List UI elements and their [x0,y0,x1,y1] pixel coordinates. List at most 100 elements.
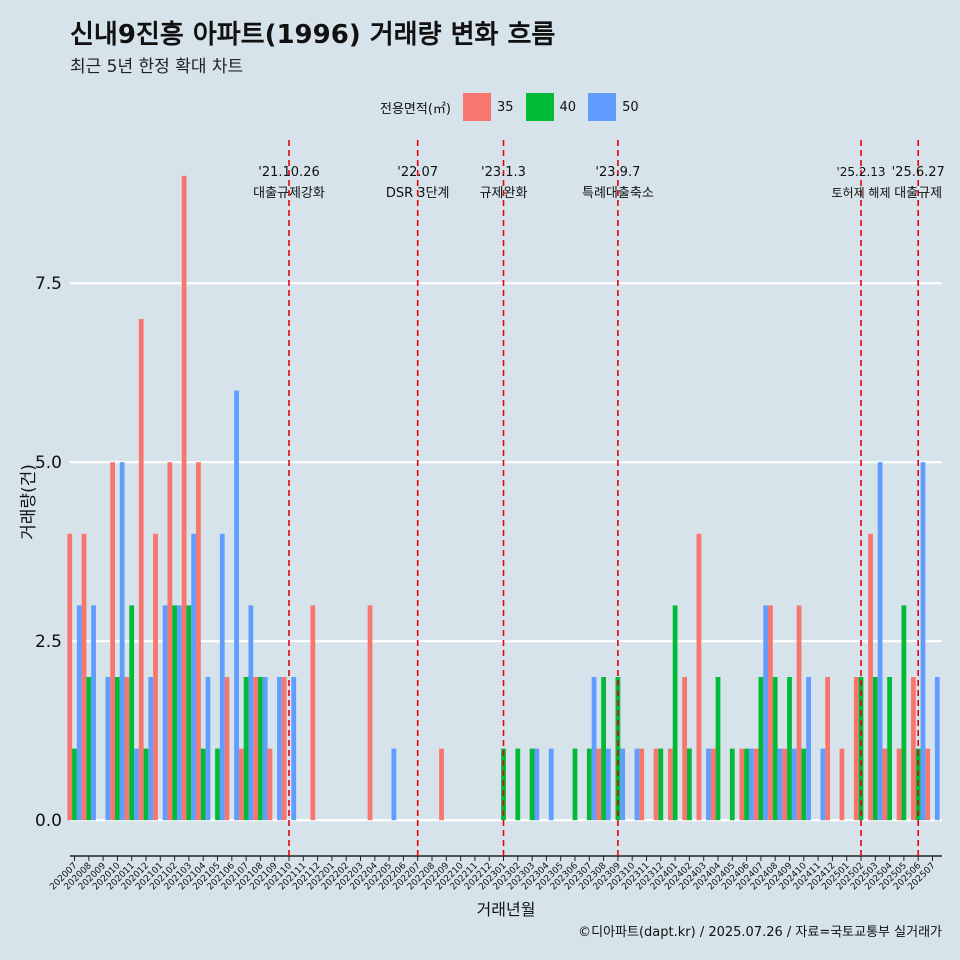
bar-40-202104 [200,748,206,821]
legend-swatch-40 [525,93,554,121]
bar-50-202310 [634,748,640,821]
bar-35-202107 [238,748,244,821]
bar-50-202012 [148,677,154,821]
bar-35-202406 [739,748,745,821]
bar-40-202402 [687,748,692,821]
bar-40-202103 [186,605,192,821]
annotation-date-202502: '25.2.13 [836,165,885,179]
bar-40-202406 [744,748,749,821]
bar-40-202401 [672,605,678,821]
bar-40-202502 [858,677,864,821]
bar-50-202507 [934,677,940,821]
chart-title: 신내9진흥 아파트(1996) 거래량 변화 흐름 [70,20,556,50]
bar-40-202405 [729,748,735,821]
bar-35-202401 [667,748,673,821]
bar-35-202412 [825,677,831,821]
bar-40-202306 [572,748,578,821]
bar-35-202503 [868,533,873,821]
bar-50-202101 [162,605,168,821]
bar-40-202105 [215,748,220,821]
bar-40-202303 [529,748,535,821]
bar-50-202110 [291,677,297,821]
bar-40-202503 [872,677,878,821]
bar-35-202109 [267,748,273,821]
annotation-label-202506: 대출규제 [894,186,942,201]
bar-35-202108 [253,677,259,821]
bar-35-202504 [882,748,888,821]
bar-35-202010 [110,462,116,821]
bar-50-202108 [262,677,268,821]
bar-40-202012 [143,748,149,821]
bar-50-202309 [620,748,626,821]
bar-40-202309 [615,677,621,821]
bar-35-202102 [167,462,173,821]
bar-35-202312 [653,748,659,821]
bar-35-202507 [925,748,931,821]
annotation-date-202301: '23.1.3 [481,165,526,180]
legend-label-50: 50 [622,99,639,115]
chart-subtitle: 최근 5년 한정 확대 차트 [70,57,244,77]
annotation-date-202110: '21.10.26 [258,165,319,180]
legend-label-40: 40 [559,99,577,115]
bar-35-202408 [768,605,773,821]
bar-50-202408 [777,748,783,821]
bar-40-202008 [86,677,92,821]
legend-item-35: 35 [462,93,514,121]
annotation-label-202309: 특례대출축소 [582,186,654,201]
bar-35-202007 [67,533,73,821]
annotation-date-202309: '23.9.7 [595,165,640,180]
bar-50-202303 [534,748,540,821]
bar-35-202308 [596,748,602,821]
bar-40-202010 [115,677,120,821]
bar-50-202007 [76,605,82,821]
bar-40-202102 [172,605,177,821]
bar-50-202008 [91,605,96,821]
bar-40-202308 [601,677,606,821]
bar-40-202410 [801,748,807,821]
bar-50-202205 [391,748,397,821]
bar-40-202108 [258,677,263,821]
bar-35-202008 [81,533,87,821]
legend-swatch-50 [588,93,617,121]
bar-35-202011 [124,677,130,821]
bar-35-202204 [367,605,373,821]
bar-35-202110 [281,677,287,821]
bar-35-202012 [138,319,144,821]
legend-title: 전용면적(㎡) [380,101,451,117]
bar-35-202106 [224,677,230,821]
bar-35-202112 [310,605,316,821]
bar-50-202009 [105,677,111,821]
legend-item-40: 40 [525,93,577,121]
annotation-label-202301: 규제완화 [480,186,528,201]
bar-50-202406 [748,748,754,821]
y-tick-label: 2.5 [35,632,62,652]
bar-40-202504 [887,677,892,821]
bar-50-202010 [119,462,125,821]
bar-50-202307 [591,677,597,821]
bar-35-202104 [196,462,201,821]
bar-50-202103 [191,533,197,821]
y-tick-label: 5.0 [35,453,62,473]
bar-40-202407 [758,677,764,821]
bar-50-202409 [791,748,797,821]
bar-50-202506 [920,462,926,821]
annotation-date-202207: '22.07 [397,165,438,180]
bar-40-202404 [715,677,721,821]
bar-35-202403 [696,533,702,821]
legend-item-50: 50 [588,93,639,121]
bar-50-202308 [605,748,611,821]
bar-40-202307 [586,748,592,821]
bar-35-202209 [439,748,444,821]
bar-50-202503 [877,462,883,821]
bar-35-202505 [896,748,902,821]
bar-40-202302 [515,748,521,821]
x-axis-title: 거래년월 [477,900,536,919]
bar-40-202312 [658,748,664,821]
bar-35-202407 [753,748,759,821]
bar-40-202011 [129,605,135,821]
bar-40-202107 [243,677,249,821]
bar-35-202506 [911,677,916,821]
bar-35-202404 [710,748,716,821]
bar-50-202104 [205,677,211,821]
